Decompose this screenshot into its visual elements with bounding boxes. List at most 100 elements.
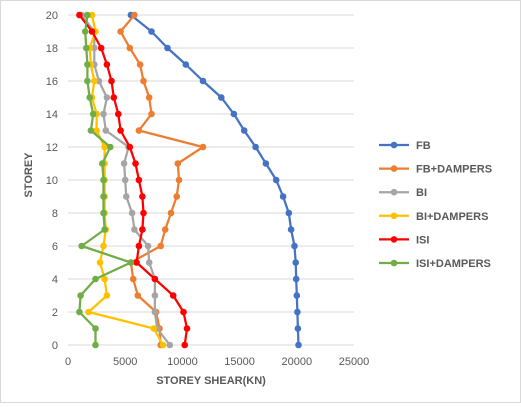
legend: FB FB+DAMPERS BI BI+DAMPERS ISI ISI+DAMPERS xyxy=(379,140,492,270)
legend-item-isi: ISI xyxy=(379,234,429,246)
y-tick-label: 2 xyxy=(52,307,58,319)
data-point xyxy=(293,292,301,299)
data-point xyxy=(117,28,124,35)
data-point xyxy=(101,226,108,233)
legend-label: BI xyxy=(416,187,427,199)
data-point xyxy=(287,226,295,233)
legend-label: FB xyxy=(416,140,431,152)
data-point xyxy=(199,77,207,85)
series-lines xyxy=(76,11,302,349)
data-point xyxy=(84,77,91,85)
data-point xyxy=(182,61,190,68)
data-point xyxy=(85,308,92,316)
data-point xyxy=(291,242,298,250)
data-point xyxy=(180,308,187,316)
data-point xyxy=(136,61,144,68)
data-point xyxy=(230,110,238,118)
data-point xyxy=(95,77,103,85)
data-point xyxy=(145,259,153,266)
series-isi-dampers xyxy=(76,11,135,349)
data-point xyxy=(199,143,207,151)
data-point xyxy=(134,292,142,299)
data-point xyxy=(76,308,83,316)
data-point xyxy=(88,11,96,19)
legend-swatch-marker xyxy=(390,259,398,267)
data-point xyxy=(89,110,97,118)
data-point xyxy=(115,110,122,118)
legend-item-fb: FB xyxy=(379,140,431,152)
y-tick-label: 16 xyxy=(46,76,58,88)
data-point xyxy=(78,242,85,250)
data-point xyxy=(157,242,164,250)
data-point xyxy=(87,127,95,134)
data-point xyxy=(100,176,107,184)
data-point xyxy=(148,28,155,35)
legend-label: ISI xyxy=(416,234,429,246)
data-point xyxy=(83,44,90,52)
series-fb-dampers xyxy=(117,11,207,349)
data-point xyxy=(96,259,104,266)
legend-swatch-marker xyxy=(390,236,398,243)
data-point xyxy=(161,226,169,233)
data-point xyxy=(151,275,159,283)
data-point xyxy=(131,226,138,233)
x-axis-ticks: 0 5000 10000 15000 20000 25000 xyxy=(65,356,369,368)
data-point xyxy=(91,44,98,52)
data-point xyxy=(151,308,159,316)
data-point xyxy=(123,193,130,200)
data-point xyxy=(174,160,182,167)
data-point xyxy=(100,209,107,217)
data-point xyxy=(110,94,118,101)
data-point xyxy=(166,341,174,349)
data-point xyxy=(139,226,146,233)
legend-label: BI+DAMPERS xyxy=(416,211,488,223)
legend-item-bi-dampers: BI+DAMPERS xyxy=(379,211,488,223)
data-point xyxy=(132,160,139,167)
data-point xyxy=(140,209,147,217)
data-point xyxy=(135,127,143,134)
data-point xyxy=(92,275,99,283)
data-point xyxy=(103,292,111,299)
data-point xyxy=(285,209,293,217)
data-point xyxy=(128,209,136,217)
y-tick-label: 10 xyxy=(46,175,58,187)
data-point xyxy=(120,160,128,167)
data-point xyxy=(181,341,188,349)
data-point xyxy=(135,176,143,184)
data-point xyxy=(295,341,302,349)
data-point xyxy=(272,176,280,184)
data-point xyxy=(101,275,108,283)
data-point xyxy=(183,325,191,332)
data-point xyxy=(103,61,111,68)
data-point xyxy=(294,325,302,332)
data-point xyxy=(292,259,300,266)
x-tick-label: 15000 xyxy=(224,356,255,368)
y-tick-label: 4 xyxy=(52,274,58,286)
y-tick-label: 14 xyxy=(46,109,58,121)
data-point xyxy=(107,143,114,151)
data-point xyxy=(140,77,147,85)
data-point xyxy=(92,341,99,349)
legend-swatch-marker xyxy=(390,165,398,172)
data-point xyxy=(131,11,138,19)
legend-swatch-marker xyxy=(390,141,398,149)
data-point xyxy=(84,61,91,68)
data-point xyxy=(159,341,167,349)
series-isi xyxy=(76,11,191,349)
x-tick-label: 5000 xyxy=(113,356,137,368)
x-tick-label: 20000 xyxy=(282,356,313,368)
data-point xyxy=(240,127,248,134)
data-point xyxy=(150,325,158,332)
data-point xyxy=(135,242,143,250)
x-axis-title: STOREY SHEAR(KN) xyxy=(156,375,266,387)
data-point xyxy=(167,209,175,217)
legend-label: ISI+DAMPERS xyxy=(416,258,491,270)
x-tick-label: 0 xyxy=(65,356,71,368)
data-point xyxy=(173,193,180,200)
y-tick-label: 12 xyxy=(46,142,58,154)
legend-swatch-marker xyxy=(390,188,398,196)
legend-item-bi: BI xyxy=(379,187,427,199)
data-point xyxy=(91,77,98,85)
data-point xyxy=(100,110,107,118)
